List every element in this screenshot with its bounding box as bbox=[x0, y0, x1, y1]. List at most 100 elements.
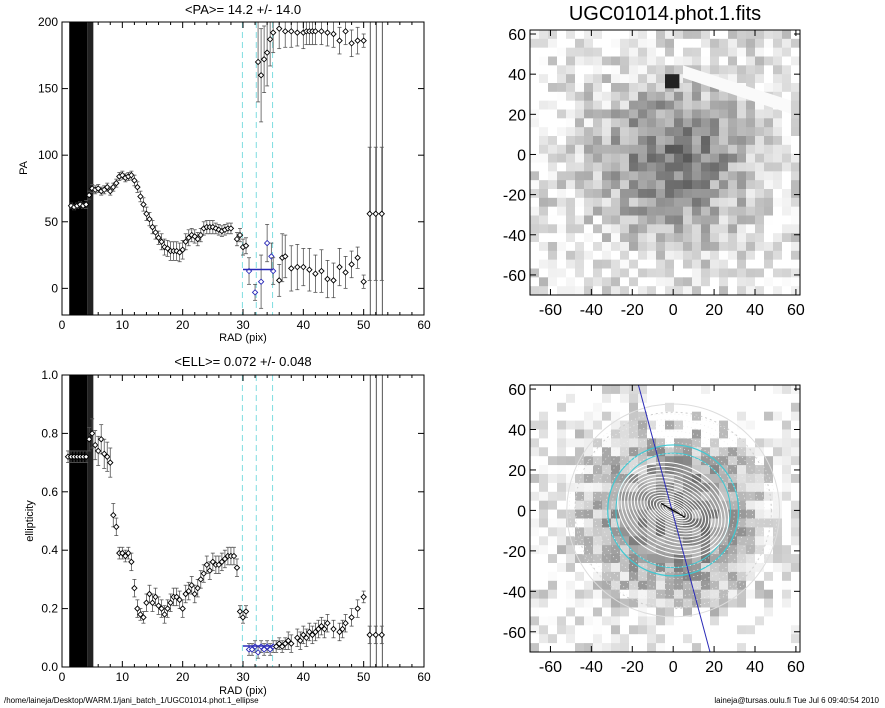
image-pixel bbox=[557, 189, 567, 199]
image-pixel bbox=[791, 571, 801, 582]
image-pixel bbox=[611, 465, 621, 475]
image-pixel bbox=[692, 277, 702, 287]
image-pixel bbox=[773, 607, 783, 617]
image-pixel bbox=[782, 518, 792, 528]
image-pixel bbox=[647, 598, 657, 608]
image-pixel bbox=[620, 259, 630, 269]
image-pixel bbox=[719, 438, 729, 448]
image-pixel bbox=[782, 438, 792, 448]
image-pixel bbox=[692, 91, 702, 102]
image-pixel bbox=[656, 402, 666, 413]
image-pixel bbox=[530, 153, 540, 163]
img-top-x-tick-label: -60 bbox=[539, 302, 562, 319]
image-pixel bbox=[710, 65, 720, 75]
image-pixel bbox=[566, 277, 576, 287]
image-pixel bbox=[746, 153, 756, 163]
ell-data-point bbox=[110, 511, 117, 519]
image-pixel bbox=[647, 144, 657, 155]
ell-data-point bbox=[221, 555, 229, 563]
image-pixel bbox=[611, 491, 621, 502]
image-pixel bbox=[566, 206, 576, 216]
image-pixel bbox=[593, 136, 603, 146]
image-pixel bbox=[593, 429, 603, 439]
image-pixel bbox=[530, 411, 540, 421]
image-pixel bbox=[692, 38, 702, 49]
image-pixel bbox=[773, 224, 783, 234]
ell-data-point bbox=[131, 584, 138, 592]
image-pixel bbox=[719, 465, 729, 475]
image-pixel bbox=[557, 527, 567, 537]
image-pixel bbox=[557, 118, 567, 128]
image-pixel bbox=[548, 491, 558, 502]
image-pixel bbox=[647, 509, 657, 519]
image-pixel bbox=[719, 206, 729, 216]
image-pixel bbox=[584, 402, 594, 413]
isophote-ellipse bbox=[652, 497, 694, 524]
ell-data-point bbox=[230, 552, 238, 560]
image-pixel bbox=[710, 180, 720, 190]
image-pixel bbox=[701, 30, 711, 40]
image-pixel bbox=[719, 385, 729, 395]
image-pixel bbox=[566, 625, 576, 635]
pa-data-point bbox=[236, 231, 244, 239]
image-pixel bbox=[746, 180, 756, 190]
image-pixel bbox=[737, 224, 747, 234]
image-pixel bbox=[773, 162, 783, 172]
image-pixel bbox=[575, 545, 585, 555]
ell-data-point bbox=[179, 605, 186, 612]
image-pixel bbox=[782, 589, 792, 599]
image-pixel bbox=[584, 447, 594, 457]
image-pixel bbox=[557, 277, 567, 287]
image-pixel bbox=[656, 420, 666, 430]
image-pixel bbox=[611, 518, 621, 528]
image-pixel bbox=[593, 38, 603, 49]
image-pixel bbox=[557, 429, 567, 439]
image-pixel bbox=[611, 162, 621, 172]
image-pixel bbox=[701, 189, 711, 199]
image-pixel bbox=[773, 571, 783, 582]
image-pixel bbox=[791, 171, 801, 181]
image-pixel bbox=[629, 491, 639, 502]
image-pixel bbox=[755, 65, 765, 75]
image-pixel bbox=[710, 47, 720, 57]
pa-data-point bbox=[257, 278, 265, 285]
image-pixel bbox=[710, 233, 720, 243]
image-pixel bbox=[773, 500, 783, 510]
image-pixel bbox=[611, 571, 621, 582]
pa-data-point bbox=[179, 246, 186, 253]
image-pixel bbox=[773, 634, 783, 644]
image-pixel bbox=[647, 571, 657, 582]
img-top-y-tick-label: 40 bbox=[508, 67, 526, 84]
image-pixel bbox=[656, 171, 666, 181]
image-pixel bbox=[530, 536, 540, 546]
image-pixel bbox=[746, 118, 756, 128]
image-pixel bbox=[611, 385, 621, 395]
image-pixel bbox=[647, 171, 657, 181]
image-pixel bbox=[737, 136, 747, 146]
image-pixel bbox=[593, 420, 603, 430]
image-pixel bbox=[611, 554, 621, 564]
image-pixel bbox=[566, 589, 576, 599]
image-pixel bbox=[593, 402, 603, 413]
image-pixel bbox=[584, 438, 594, 448]
image-pixel bbox=[530, 571, 540, 582]
image-pixel bbox=[629, 598, 639, 608]
image-pixel bbox=[602, 527, 612, 537]
image-pixel bbox=[575, 518, 585, 528]
image-pixel bbox=[701, 127, 711, 137]
pa-data-point bbox=[378, 210, 386, 218]
image-pixel bbox=[665, 634, 675, 644]
image-pixel bbox=[566, 224, 576, 234]
image-pixel bbox=[683, 277, 693, 287]
image-pixel bbox=[647, 491, 657, 502]
image-pixel bbox=[611, 215, 621, 225]
ell-x-tick-label: 40 bbox=[297, 670, 311, 684]
image-pixel bbox=[746, 171, 756, 181]
image-pixel bbox=[539, 197, 549, 208]
image-pixel bbox=[692, 607, 702, 617]
image-pixel bbox=[710, 189, 720, 199]
image-pixel bbox=[737, 393, 747, 404]
image-pixel bbox=[638, 268, 648, 278]
image-pixel bbox=[629, 500, 639, 510]
image-pixel bbox=[575, 91, 585, 102]
